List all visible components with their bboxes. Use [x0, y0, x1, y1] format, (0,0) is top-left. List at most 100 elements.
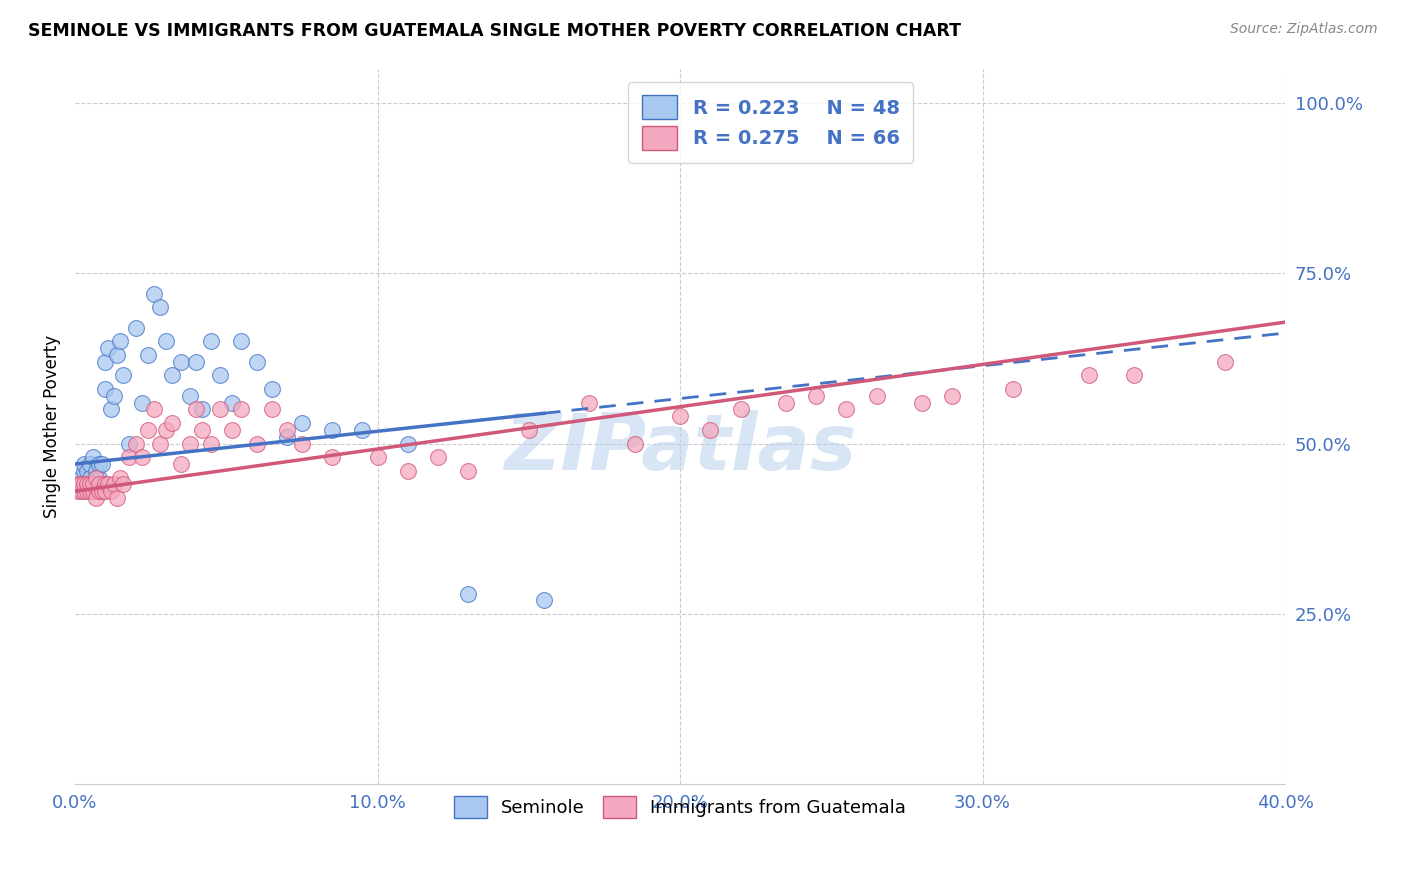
Point — [79, 457, 101, 471]
Point — [131, 395, 153, 409]
Point — [276, 430, 298, 444]
Point — [623, 436, 645, 450]
Point — [457, 464, 479, 478]
Point — [941, 389, 963, 403]
Point — [245, 436, 267, 450]
Point — [73, 484, 96, 499]
Point — [73, 464, 96, 478]
Point — [1001, 382, 1024, 396]
Point — [94, 354, 117, 368]
Point — [76, 484, 98, 499]
Point — [100, 402, 122, 417]
Point — [200, 436, 222, 450]
Point — [103, 477, 125, 491]
Point — [118, 436, 141, 450]
Point — [89, 477, 111, 491]
Point — [699, 423, 721, 437]
Point — [97, 477, 120, 491]
Point — [191, 402, 214, 417]
Point — [911, 395, 934, 409]
Point — [321, 450, 343, 465]
Point — [457, 586, 479, 600]
Point — [70, 470, 93, 484]
Point — [142, 402, 165, 417]
Point — [118, 450, 141, 465]
Point — [231, 334, 253, 349]
Point — [209, 402, 232, 417]
Point — [131, 450, 153, 465]
Point — [73, 457, 96, 471]
Text: Source: ZipAtlas.com: Source: ZipAtlas.com — [1230, 22, 1378, 37]
Point — [396, 464, 419, 478]
Point — [110, 334, 132, 349]
Point — [179, 436, 201, 450]
Point — [84, 470, 107, 484]
Point — [669, 409, 692, 424]
Point — [76, 464, 98, 478]
Point — [84, 491, 107, 505]
Point — [124, 436, 146, 450]
Legend: Seminole, Immigrants from Guatemala: Seminole, Immigrants from Guatemala — [447, 789, 912, 825]
Point — [291, 436, 314, 450]
Point — [200, 334, 222, 349]
Point — [67, 484, 90, 499]
Point — [321, 423, 343, 437]
Point — [82, 484, 104, 499]
Point — [112, 368, 135, 383]
Point — [142, 286, 165, 301]
Point — [160, 368, 183, 383]
Point — [396, 436, 419, 450]
Point — [124, 320, 146, 334]
Point — [84, 464, 107, 478]
Point — [76, 477, 98, 491]
Text: SEMINOLE VS IMMIGRANTS FROM GUATEMALA SINGLE MOTHER POVERTY CORRELATION CHART: SEMINOLE VS IMMIGRANTS FROM GUATEMALA SI… — [28, 22, 962, 40]
Point — [67, 477, 90, 491]
Point — [221, 423, 243, 437]
Point — [97, 341, 120, 355]
Point — [517, 423, 540, 437]
Point — [76, 477, 98, 491]
Point — [94, 484, 117, 499]
Text: ZIPatlas: ZIPatlas — [503, 410, 856, 486]
Point — [155, 334, 177, 349]
Point — [260, 402, 283, 417]
Point — [89, 470, 111, 484]
Point — [179, 389, 201, 403]
Point — [184, 354, 207, 368]
Point — [105, 491, 128, 505]
Point — [136, 348, 159, 362]
Point — [149, 436, 172, 450]
Point — [533, 593, 555, 607]
Point — [352, 423, 374, 437]
Point — [170, 457, 193, 471]
Point — [91, 484, 114, 499]
Point — [79, 484, 101, 499]
Point — [191, 423, 214, 437]
Point — [73, 477, 96, 491]
Point — [82, 450, 104, 465]
Point — [82, 477, 104, 491]
Point — [184, 402, 207, 417]
Point — [105, 348, 128, 362]
Point — [155, 423, 177, 437]
Point — [94, 382, 117, 396]
Y-axis label: Single Mother Poverty: Single Mother Poverty — [44, 334, 60, 518]
Point — [1122, 368, 1144, 383]
Point — [91, 457, 114, 471]
Point — [103, 389, 125, 403]
Point — [70, 484, 93, 499]
Point — [260, 382, 283, 396]
Point — [82, 477, 104, 491]
Point — [149, 300, 172, 314]
Point — [806, 389, 828, 403]
Point — [160, 416, 183, 430]
Point — [866, 389, 889, 403]
Point — [136, 423, 159, 437]
Point — [276, 423, 298, 437]
Point — [231, 402, 253, 417]
Point — [100, 484, 122, 499]
Point — [1213, 354, 1236, 368]
Point — [209, 368, 232, 383]
Point — [245, 354, 267, 368]
Point — [427, 450, 450, 465]
